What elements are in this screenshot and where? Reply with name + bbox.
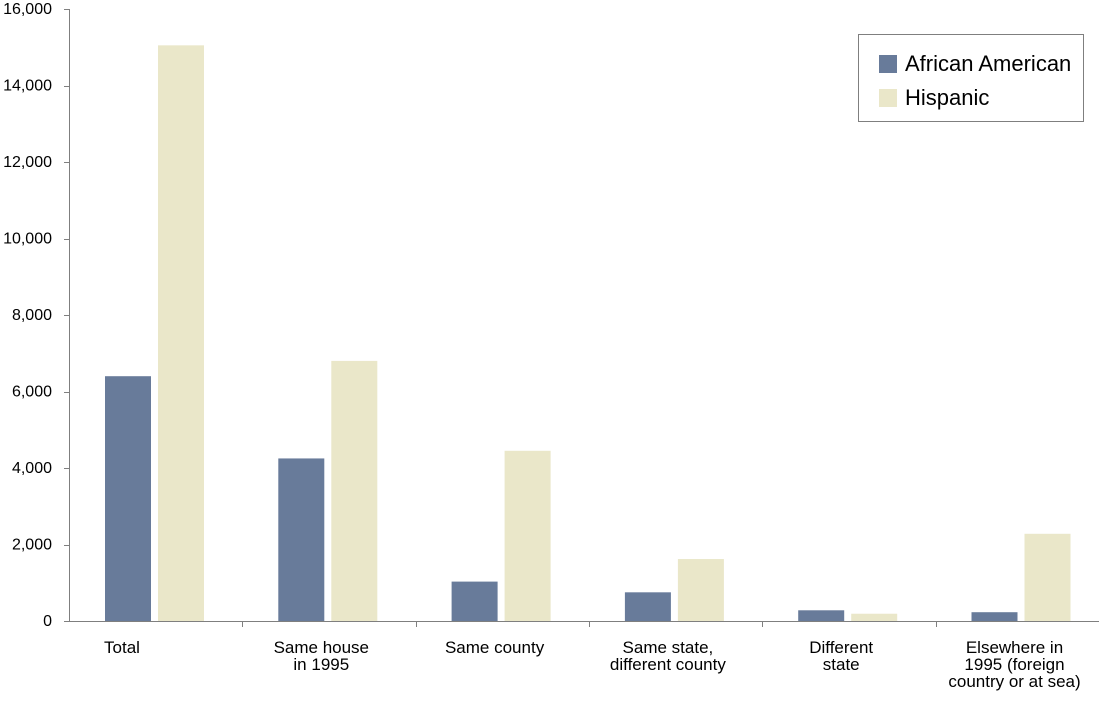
y-tick-label: 2,000 — [12, 537, 52, 554]
legend-swatch-african-american — [879, 55, 897, 73]
y-tick-label: 12,000 — [3, 154, 52, 171]
x-category-label: Different state — [809, 638, 873, 674]
x-category-label: Same state, different county — [610, 638, 726, 674]
legend: African American Hispanic — [858, 34, 1084, 122]
bar-african-american — [451, 581, 498, 621]
legend-label-african-american: African American — [905, 51, 1072, 76]
bar-hispanic — [331, 360, 378, 621]
y-tick-label: 16,000 — [3, 1, 52, 18]
legend-swatch-hispanic — [879, 89, 897, 107]
x-category-label: Same county — [445, 638, 545, 657]
x-category-label: Elsewhere in 1995 (foreign country or at s… — [948, 638, 1080, 691]
bar-hispanic — [677, 559, 724, 621]
y-tick-labels: 0 2,000 4,000 6,000 8,000 10,000 12,000 14,000 1… — [3, 1, 52, 630]
x-category-label: Same house in 1995 — [274, 638, 369, 674]
bar-african-american — [105, 376, 151, 621]
y-tick-label: 10,000 — [3, 231, 52, 248]
bar-hispanic — [504, 450, 551, 621]
legend-item-african-american: African American — [879, 51, 1071, 77]
x-category-labels: Total Same house in 1995 Same county Same st… — [104, 638, 1081, 691]
y-tick-label: 8,000 — [12, 307, 52, 324]
legend-item-hispanic: Hispanic — [879, 85, 989, 111]
y-tick-label: 6,000 — [12, 384, 52, 401]
y-tick-label: 14,000 — [3, 78, 52, 95]
bar-hispanic — [158, 45, 204, 621]
bar-african-american — [278, 458, 325, 621]
bar-hispanic — [851, 613, 898, 621]
axes — [64, 9, 1099, 627]
bar-african-american — [971, 612, 1018, 621]
y-tick-label: 0 — [43, 613, 52, 630]
y-tick-label: 4,000 — [12, 460, 52, 477]
bars — [105, 45, 1071, 621]
legend-label-hispanic: Hispanic — [905, 85, 990, 110]
bar-african-american — [798, 610, 845, 621]
x-category-label: Total — [104, 638, 140, 657]
bar-african-american — [624, 592, 671, 621]
bar-hispanic — [1024, 533, 1071, 621]
